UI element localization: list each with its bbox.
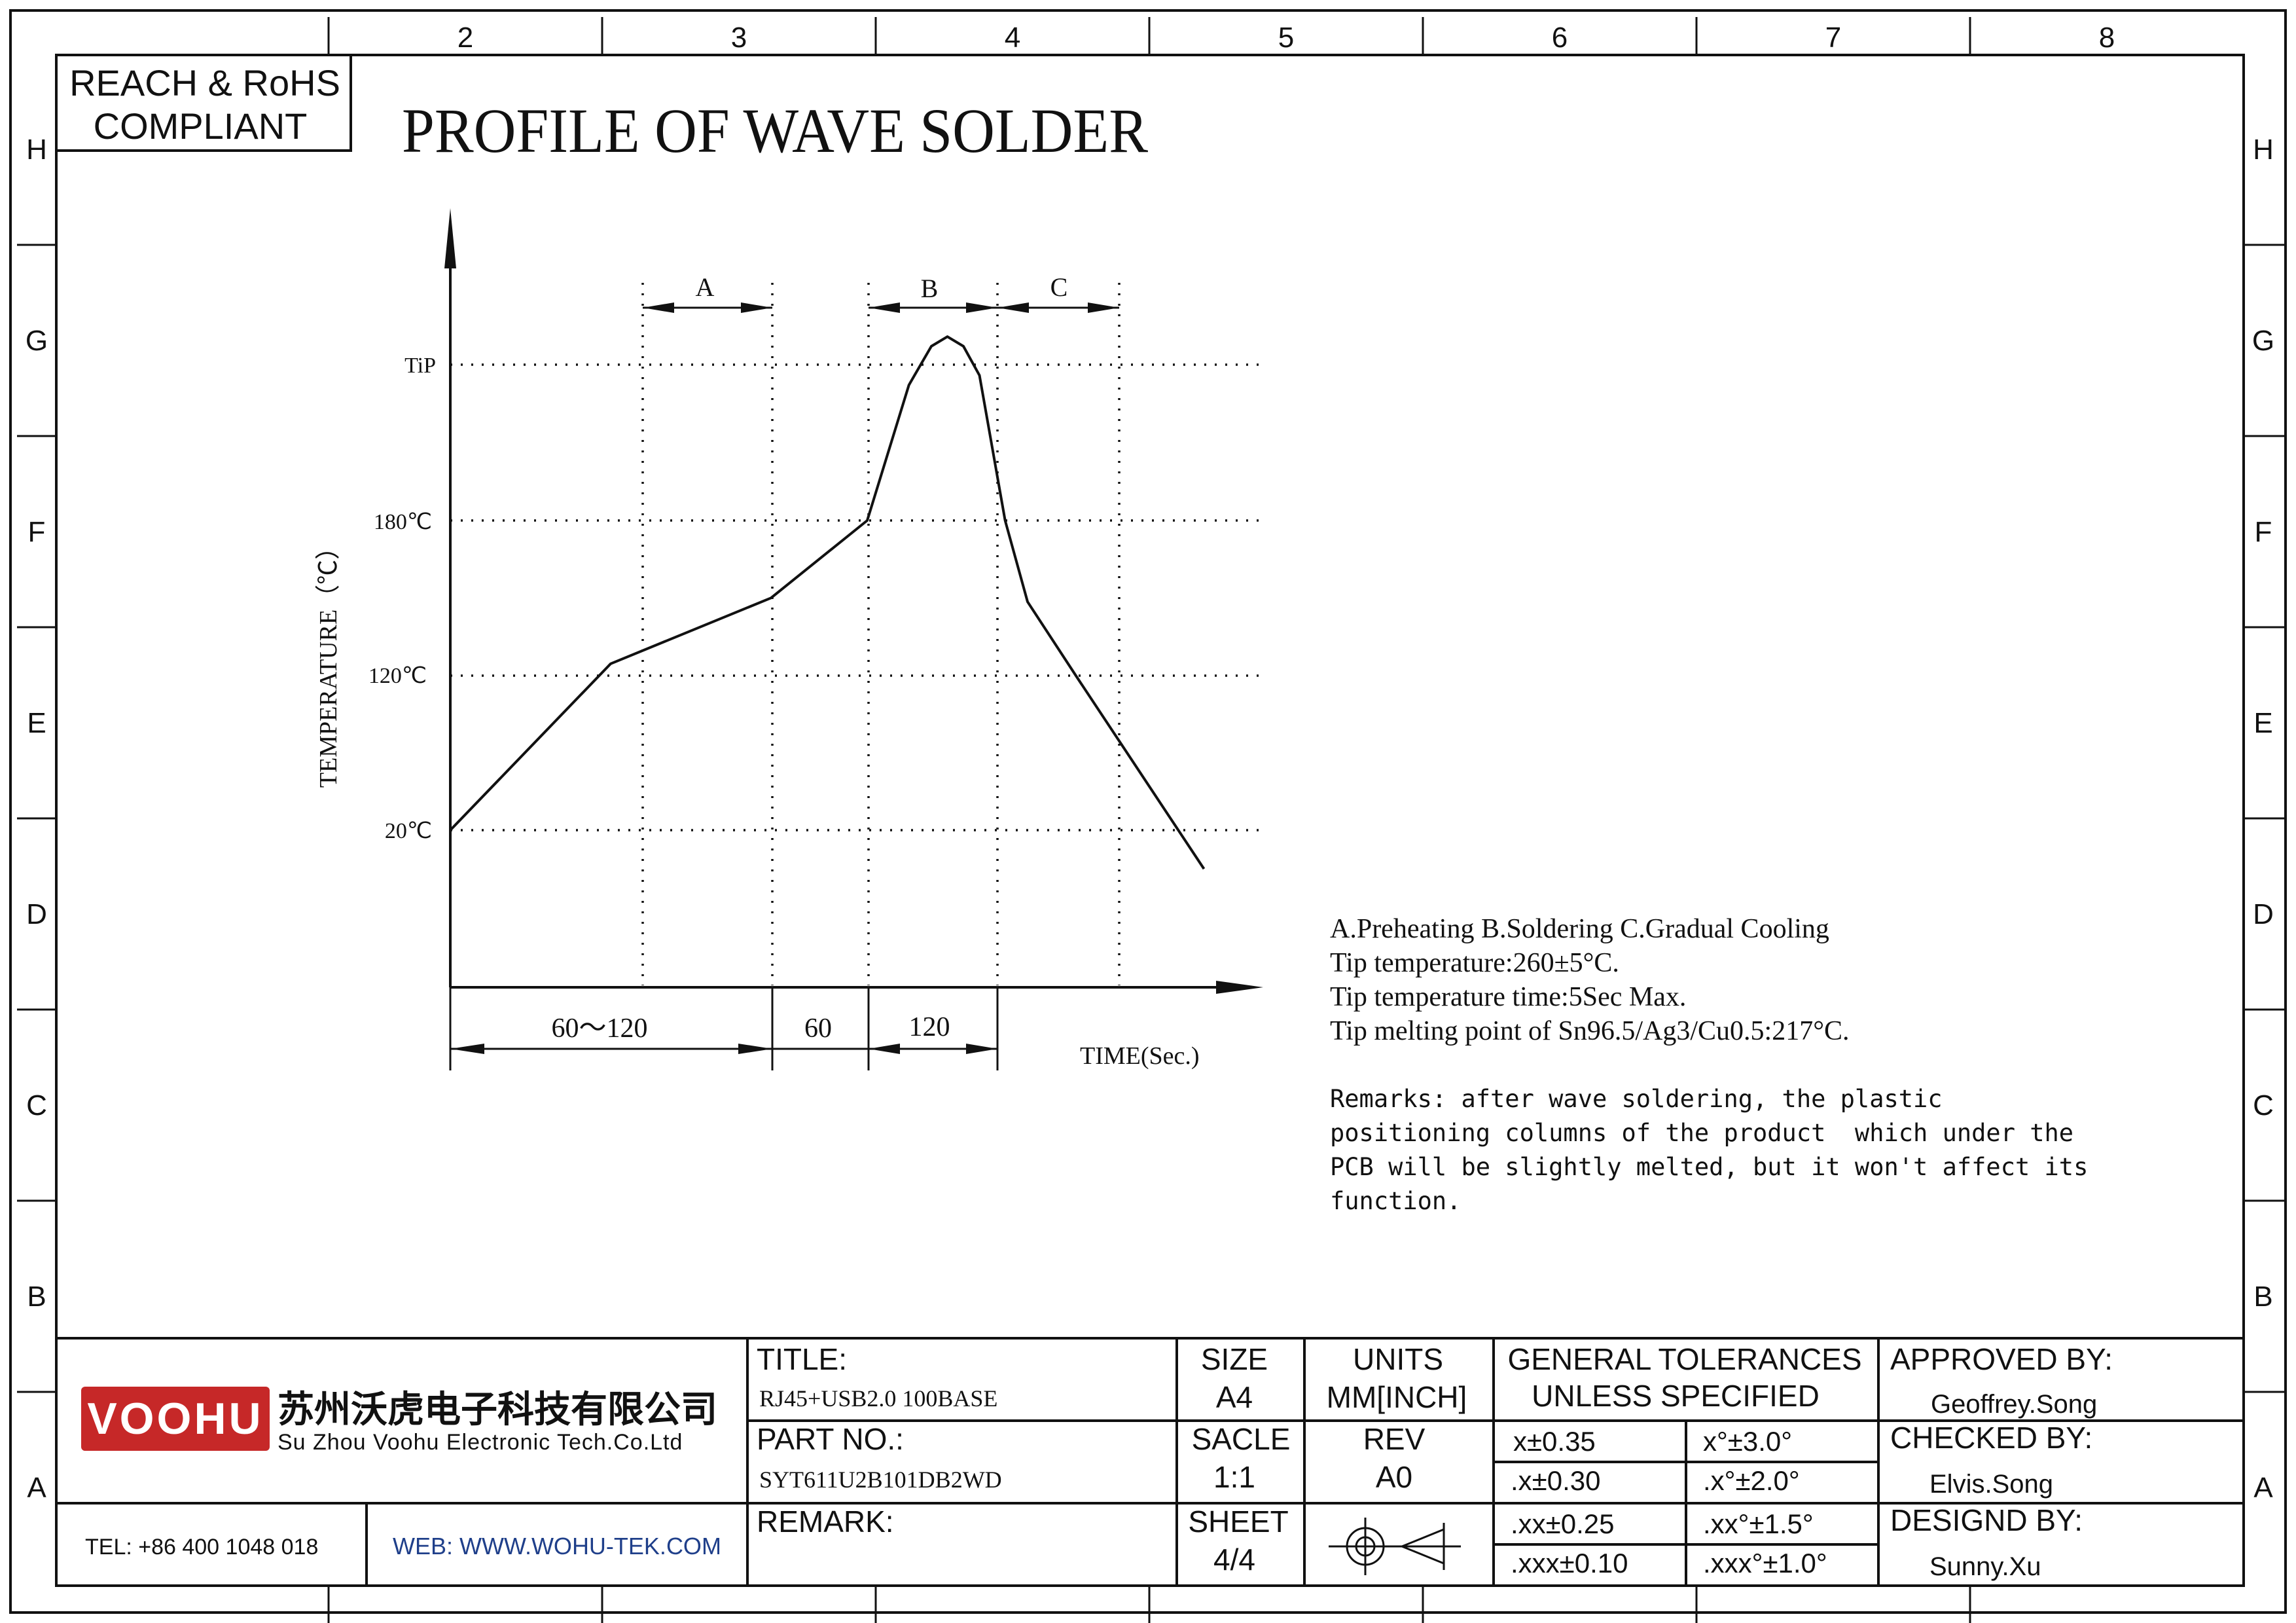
tolerance-angular: .xxx°±1.0° [1703,1548,1827,1578]
process-notes: A.Preheating B.Soldering C.Gradual Cooli… [1330,914,1850,1046]
y-tick-label: TiP [404,354,436,378]
column-label: 2 [457,22,473,54]
x-axis-arrow [1216,981,1263,994]
remark-label: REMARK: [757,1504,894,1539]
tel-number: TEL: +86 400 1048 018 [85,1535,318,1559]
compliance-line-2: COMPLIANT [94,105,308,147]
row-label: A [27,1472,46,1504]
designed-label: DESIGND BY: [1890,1503,2083,1537]
column-label: 6 [1552,22,1568,54]
approved-label: APPROVED BY: [1890,1342,2113,1376]
time-segment-label: 60～120 [551,1013,647,1044]
column-label: 8 [2099,22,2115,54]
row-label: F [2255,516,2272,548]
company-logo [81,1387,270,1451]
remark-line: Remarks: after wave soldering, the plast… [1330,1085,1943,1113]
company-logo-text: VOOHU [87,1394,263,1444]
note-line: Tip melting point of Sn96.5/Ag3/Cu0.5:21… [1330,1016,1850,1046]
title-block-grid [56,1337,2244,1586]
row-label: C [26,1089,47,1122]
zone-label-a: A [696,272,715,302]
part-no-value: SYT611U2B101DB2WD [759,1467,1002,1493]
drawing-title: PROFILE OF WAVE SOLDER [402,96,1148,166]
sheet-value: 4/4 [1213,1542,1255,1577]
row-label: E [27,707,46,739]
units-value: MM[INCH] [1327,1380,1467,1414]
time-dimension [449,987,999,1070]
column-label: 4 [1005,22,1020,54]
tolerance-angular: .xx°±1.5° [1703,1508,1814,1539]
row-label: B [2253,1281,2272,1313]
column-label: 5 [1278,22,1294,54]
row-label: C [2253,1089,2274,1122]
checked-value: Elvis.Song [1929,1470,2053,1499]
x-axis-label: TIME(Sec.) [1080,1042,1200,1070]
y-axis-label: TEMPERATURE（℃） [315,535,342,788]
zone-label-b: B [921,274,939,303]
column-label: 3 [731,22,747,54]
scale-value: 1:1 [1213,1460,1255,1494]
title-label: TITLE: [757,1342,847,1376]
note-line: A.Preheating B.Soldering C.Gradual Cooli… [1330,914,1829,944]
remark-line: PCB will be slightly melted, but it won'… [1330,1153,2088,1181]
company-name-cn: 苏州沃虎电子科技有限公司 [278,1389,717,1431]
tolerance-subtitle: UNLESS SPECIFIED [1532,1379,1820,1413]
y-tick-label: 180℃ [374,510,432,534]
rev-value: A0 [1376,1460,1412,1494]
note-line: Tip temperature:260±5°C. [1330,948,1619,978]
checked-label: CHECKED BY: [1890,1421,2092,1455]
grid-lines [450,283,1263,985]
part-no-label: PART NO.: [757,1422,904,1456]
y-axis-arrow [444,208,456,268]
tolerance-angular: x°±3.0° [1703,1426,1792,1457]
approved-value: Geoffrey.Song [1931,1390,2097,1419]
tolerance-angular: .x°±2.0° [1703,1465,1800,1496]
compliance-line-1: REACH & RoHS [69,62,340,103]
row-zone-markers [17,244,2286,1393]
row-label: H [2253,134,2274,166]
remark-line: positioning columns of the product which… [1330,1119,2073,1147]
remark-line: function. [1330,1187,1461,1215]
y-tick-label: 120℃ [368,664,427,688]
time-segment-label: 60 [804,1013,832,1044]
note-line: Tip temperature time:5Sec Max. [1330,982,1686,1012]
remarks-text: Remarks: after wave soldering, the plast… [1330,1085,2088,1215]
title-value: RJ45+USB2.0 100BASE [759,1385,997,1412]
row-label: B [27,1281,46,1313]
zone-label-c: C [1050,272,1068,302]
tolerance-linear: .xx±0.25 [1511,1508,1614,1539]
company-name-en: Su Zhou Voohu Electronic Tech.Co.Ltd [278,1430,683,1455]
compliance-badge [55,54,352,152]
temperature-profile-curve [449,335,1206,870]
tolerance-linear: x±0.35 [1513,1426,1596,1457]
outer-border [9,9,2287,1614]
website-link[interactable]: WEB: WWW.WOHU-TEK.COM [393,1533,721,1559]
tolerance-linear: .x±0.30 [1511,1465,1600,1496]
solder-profile-chart: TiP 180℃ 120℃ 20℃ TEMPERATURE（℃） A B C [315,208,1263,1070]
size-value: A4 [1216,1380,1253,1414]
rev-label: REV [1363,1422,1426,1456]
row-label: G [26,325,48,357]
row-label: H [26,134,47,166]
column-zone-markers [327,17,1971,1623]
column-label: 7 [1825,22,1841,54]
row-label: D [2253,898,2274,930]
row-label: D [26,898,47,930]
row-label: F [28,516,46,548]
row-label: G [2252,325,2274,357]
row-label: E [2253,707,2272,739]
first-angle-projection-icon [1329,1518,1461,1575]
row-label: A [2253,1472,2273,1504]
time-segment-label: 120 [909,1012,950,1042]
y-tick-label: 20℃ [385,819,432,843]
sheet-label: SHEET [1188,1504,1288,1539]
size-label: SIZE [1201,1342,1268,1376]
tolerance-title: GENERAL TOLERANCES [1507,1342,1861,1376]
units-label: UNITS [1353,1342,1443,1376]
tolerance-linear: .xxx±0.10 [1511,1548,1628,1578]
designed-value: Sunny.Xu [1929,1552,2041,1581]
scale-label: SACLE [1192,1422,1291,1456]
